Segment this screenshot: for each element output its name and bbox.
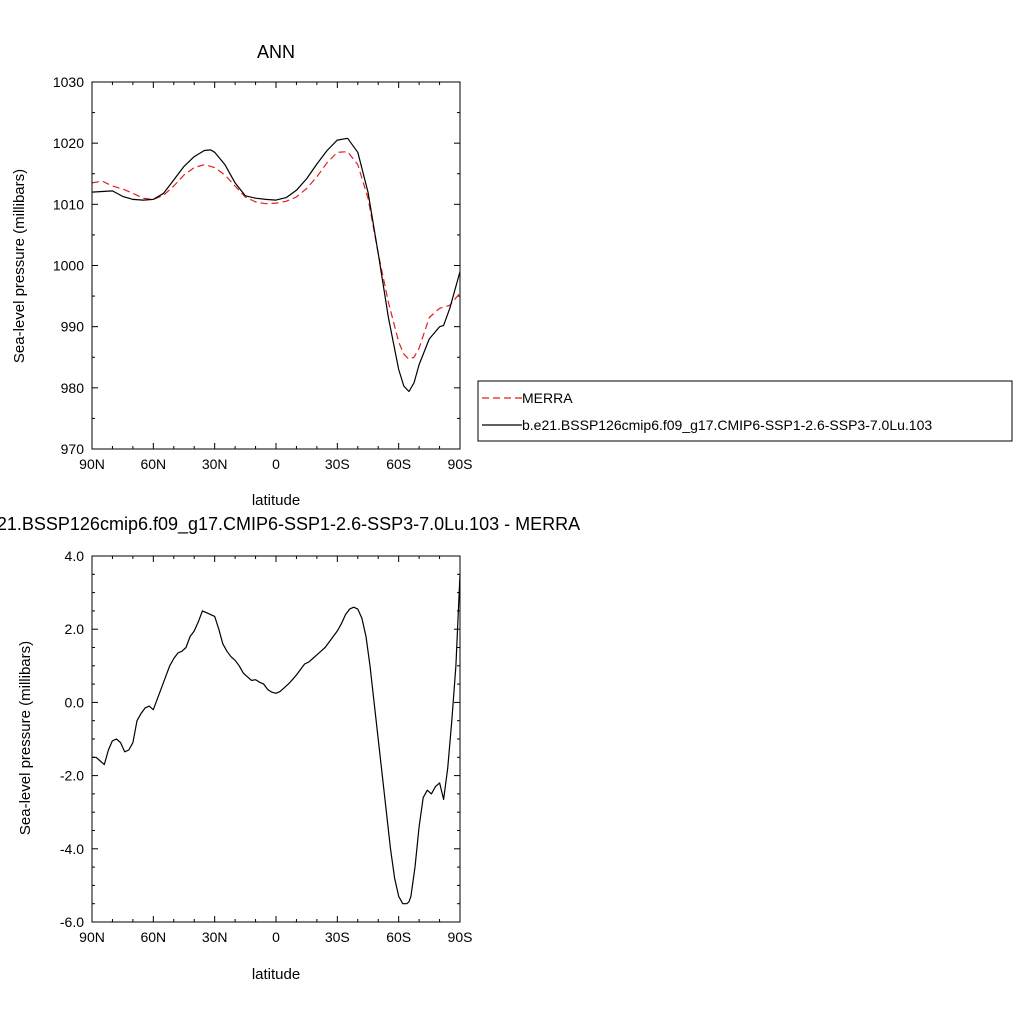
bottom-y-axis-label: Sea-level pressure (millibars) (17, 641, 34, 835)
bottom-x-tick-label: 60N (140, 929, 166, 945)
top-y-tick-label: 1020 (53, 135, 84, 151)
bottom-series-line (92, 574, 461, 905)
bottom-y-tick-label: 0.0 (65, 694, 85, 710)
top-x-tick-label: 30S (325, 456, 350, 472)
top-x-tick-label: 90S (448, 456, 473, 472)
bottom-panel: b.e21.BSSP126cmip6.f09_g17.CMIP6-SSP1-2.… (0, 514, 580, 983)
top-y-tick-label: 1010 (53, 196, 84, 212)
bottom-x-tick-label: 90N (79, 929, 105, 945)
legend-box (477, 380, 1013, 442)
bottom-x-tick-label: 30S (325, 929, 350, 945)
top-series-line-0 (91, 151, 461, 360)
bottom-x-tick-label: 30N (202, 929, 228, 945)
top-y-tick-label: 990 (61, 319, 85, 335)
top-plot-frame (91, 81, 461, 450)
top-series-line-1 (91, 137, 461, 393)
bottom-x-tick-label: 60S (386, 929, 411, 945)
bottom-series-line-0 (92, 574, 461, 905)
top-x-tick-label: 60S (386, 456, 411, 472)
bottom-y-tick-label: 4.0 (65, 548, 85, 564)
bottom-x-tick-label: 0 (272, 929, 280, 945)
bottom-plot-frame (91, 555, 461, 923)
top-y-tick-label: 1030 (53, 74, 84, 90)
top-y-tick-label: 1000 (53, 258, 84, 274)
bottom-x-tick-label: 90S (448, 929, 473, 945)
top-panel: ANN latitude Sea-level pressure (milliba… (11, 42, 472, 509)
bottom-x-axis-label: latitude (252, 966, 300, 983)
top-series-lines (91, 137, 461, 393)
legend: MERRA b.e21.BSSP126cmip6.f09_g17.CMIP6-S… (477, 380, 1013, 442)
top-chart-title: ANN (257, 42, 295, 62)
top-y-tick-label: 980 (61, 380, 85, 396)
top-y-axis-label: Sea-level pressure (millibars) (11, 169, 28, 363)
bottom-y-tick-label: -2.0 (60, 768, 84, 784)
top-x-tick-label: 30N (202, 456, 228, 472)
legend-merra-label: MERRA (522, 390, 573, 406)
legend-model-label: b.e21.BSSP126cmip6.f09_g17.CMIP6-SSP1-2.… (522, 417, 932, 433)
top-x-tick-label: 90N (79, 456, 105, 472)
top-x-axis-label: latitude (252, 492, 300, 509)
top-x-tick-label: 60N (140, 456, 166, 472)
bottom-y-tick-label: 2.0 (65, 621, 85, 637)
top-y-tick-label: 970 (61, 441, 85, 457)
top-x-tick-label: 0 (272, 456, 280, 472)
bottom-y-tick-label: -4.0 (60, 841, 84, 857)
bottom-chart-title: b.e21.BSSP126cmip6.f09_g17.CMIP6-SSP1-2.… (0, 514, 580, 535)
top-axis-ticks: 90N 60N 30N 0 30S 60S 90S 970 980 990 1000 1010 1020… (53, 74, 473, 472)
bottom-y-tick-label: -6.0 (60, 914, 84, 930)
